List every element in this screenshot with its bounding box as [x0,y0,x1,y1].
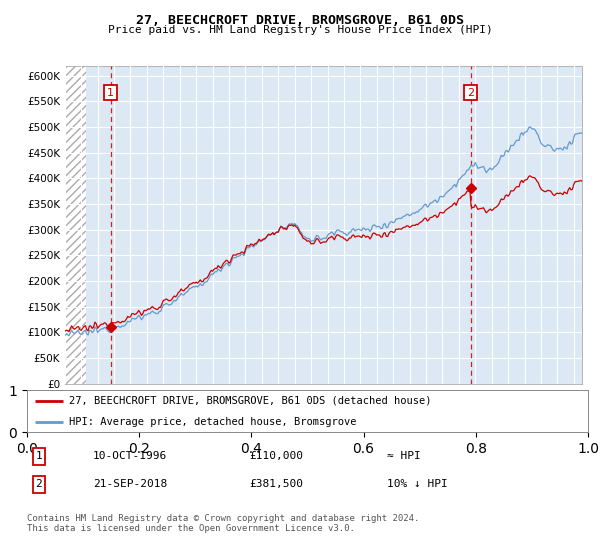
Text: 1: 1 [35,451,43,461]
Text: 1: 1 [107,87,114,97]
Text: 10% ↓ HPI: 10% ↓ HPI [387,479,448,489]
Text: ≈ HPI: ≈ HPI [387,451,421,461]
Text: 2: 2 [467,87,474,97]
Text: 10-OCT-1996: 10-OCT-1996 [93,451,167,461]
Text: Price paid vs. HM Land Registry's House Price Index (HPI): Price paid vs. HM Land Registry's House … [107,25,493,35]
Text: Contains HM Land Registry data © Crown copyright and database right 2024.
This d: Contains HM Land Registry data © Crown c… [27,514,419,534]
Text: 2: 2 [35,479,43,489]
Text: £110,000: £110,000 [249,451,303,461]
Text: 27, BEECHCROFT DRIVE, BROMSGROVE, B61 0DS (detached house): 27, BEECHCROFT DRIVE, BROMSGROVE, B61 0D… [69,396,431,406]
Text: 27, BEECHCROFT DRIVE, BROMSGROVE, B61 0DS: 27, BEECHCROFT DRIVE, BROMSGROVE, B61 0D… [136,13,464,27]
Text: £381,500: £381,500 [249,479,303,489]
Text: HPI: Average price, detached house, Bromsgrove: HPI: Average price, detached house, Brom… [69,417,356,427]
Text: 21-SEP-2018: 21-SEP-2018 [93,479,167,489]
